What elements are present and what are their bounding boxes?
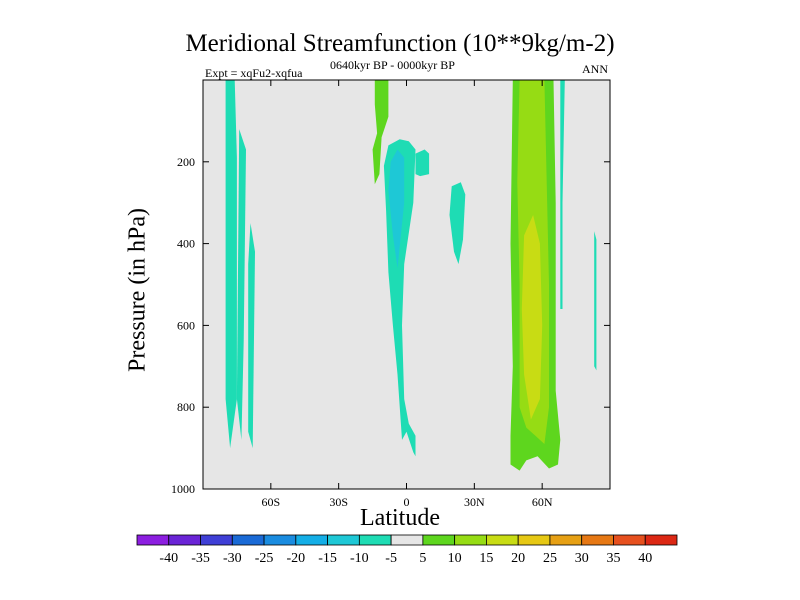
colorbar-box-8 bbox=[358, 534, 392, 546]
colorbar-box-17 bbox=[644, 534, 678, 546]
colorbar-label-1: -40 bbox=[159, 551, 178, 566]
x-tick-label-4: 30N bbox=[464, 495, 485, 509]
colorbar-label-8: -5 bbox=[385, 551, 397, 566]
colorbar-label-15: 35 bbox=[606, 551, 620, 566]
y-axis: 200 400 600 800 1000 bbox=[171, 155, 610, 496]
contour-region-3 bbox=[248, 223, 255, 449]
colorbar-label-11: 15 bbox=[479, 551, 493, 566]
colorbar-box-10 bbox=[422, 534, 456, 546]
contour-region-4 bbox=[372, 80, 389, 185]
colorbar-label-16: 40 bbox=[638, 551, 652, 566]
colorbar-box-14 bbox=[549, 534, 583, 546]
x-tick-label-3: 0 bbox=[404, 495, 410, 509]
contour-region-6 bbox=[388, 149, 405, 269]
experiment-label: Expt = xqFu2-xqfua bbox=[205, 66, 303, 80]
contour-region-13 bbox=[594, 231, 597, 371]
season-label: ANN bbox=[582, 62, 608, 76]
y-tick-label-5: 1000 bbox=[171, 482, 195, 496]
y-tick-label-4: 800 bbox=[177, 400, 195, 414]
colorbar-label-6: -15 bbox=[318, 551, 337, 566]
chart-title: Meridional Streamfunction (10**9kg/m-2) bbox=[185, 30, 615, 57]
colorbar-label-7: -10 bbox=[350, 551, 369, 566]
contour-region-2 bbox=[236, 129, 246, 440]
colorbar-label-2: -35 bbox=[191, 551, 210, 566]
colorbar-label-5: -20 bbox=[286, 551, 305, 566]
colorbar-box-3 bbox=[200, 534, 233, 546]
colorbar-box-9 bbox=[390, 534, 424, 546]
colorbar-label-14: 30 bbox=[575, 551, 589, 566]
time-range-label: 0640kyr BP - 0000kyr BP bbox=[330, 58, 455, 72]
colorbar-box-7 bbox=[327, 534, 360, 546]
colorbar-box-2 bbox=[168, 534, 201, 546]
x-axis: 60S 30S 0 30N 60N bbox=[261, 80, 553, 509]
x-tick-label-1: 60S bbox=[261, 495, 280, 509]
colorbar-box-13 bbox=[517, 534, 551, 546]
colorbar-box-5 bbox=[263, 534, 297, 546]
colorbar-box-11 bbox=[454, 534, 487, 546]
contour-region-12 bbox=[560, 80, 565, 309]
colorbar-box-12 bbox=[486, 534, 519, 546]
colorbar-box-16 bbox=[613, 534, 646, 546]
contour-region-1 bbox=[225, 80, 237, 449]
contour-region-11 bbox=[521, 215, 543, 420]
colorbar-label-10: 10 bbox=[448, 551, 462, 566]
contour-region-7 bbox=[415, 149, 430, 177]
contour-region-8 bbox=[449, 182, 466, 265]
colorbar-box-4 bbox=[231, 534, 265, 546]
x-tick-label-5: 60N bbox=[532, 495, 553, 509]
colorbar-box-6 bbox=[295, 534, 328, 546]
colorbar-label-9: 5 bbox=[419, 551, 426, 566]
y-tick-label-2: 400 bbox=[177, 237, 195, 251]
colorbar-label-13: 25 bbox=[543, 551, 557, 566]
x-axis-label: Latitude bbox=[360, 505, 440, 531]
y-tick-label-3: 600 bbox=[177, 318, 195, 332]
colorbar-label-4: -25 bbox=[255, 551, 274, 566]
x-tick-label-2: 30S bbox=[329, 495, 348, 509]
colorbar-box-15 bbox=[581, 534, 614, 546]
contour-regions bbox=[225, 80, 597, 471]
y-tick-label-1: 200 bbox=[177, 155, 195, 169]
colorbar: -40 -35 -30 -25 -20 -15 -10 -5 5 10 15 20 25 30 35 40 bbox=[136, 534, 678, 566]
colorbar-label-12: 20 bbox=[511, 551, 525, 566]
colorbar-box-1 bbox=[136, 534, 170, 546]
colorbar-label-3: -30 bbox=[223, 551, 242, 566]
